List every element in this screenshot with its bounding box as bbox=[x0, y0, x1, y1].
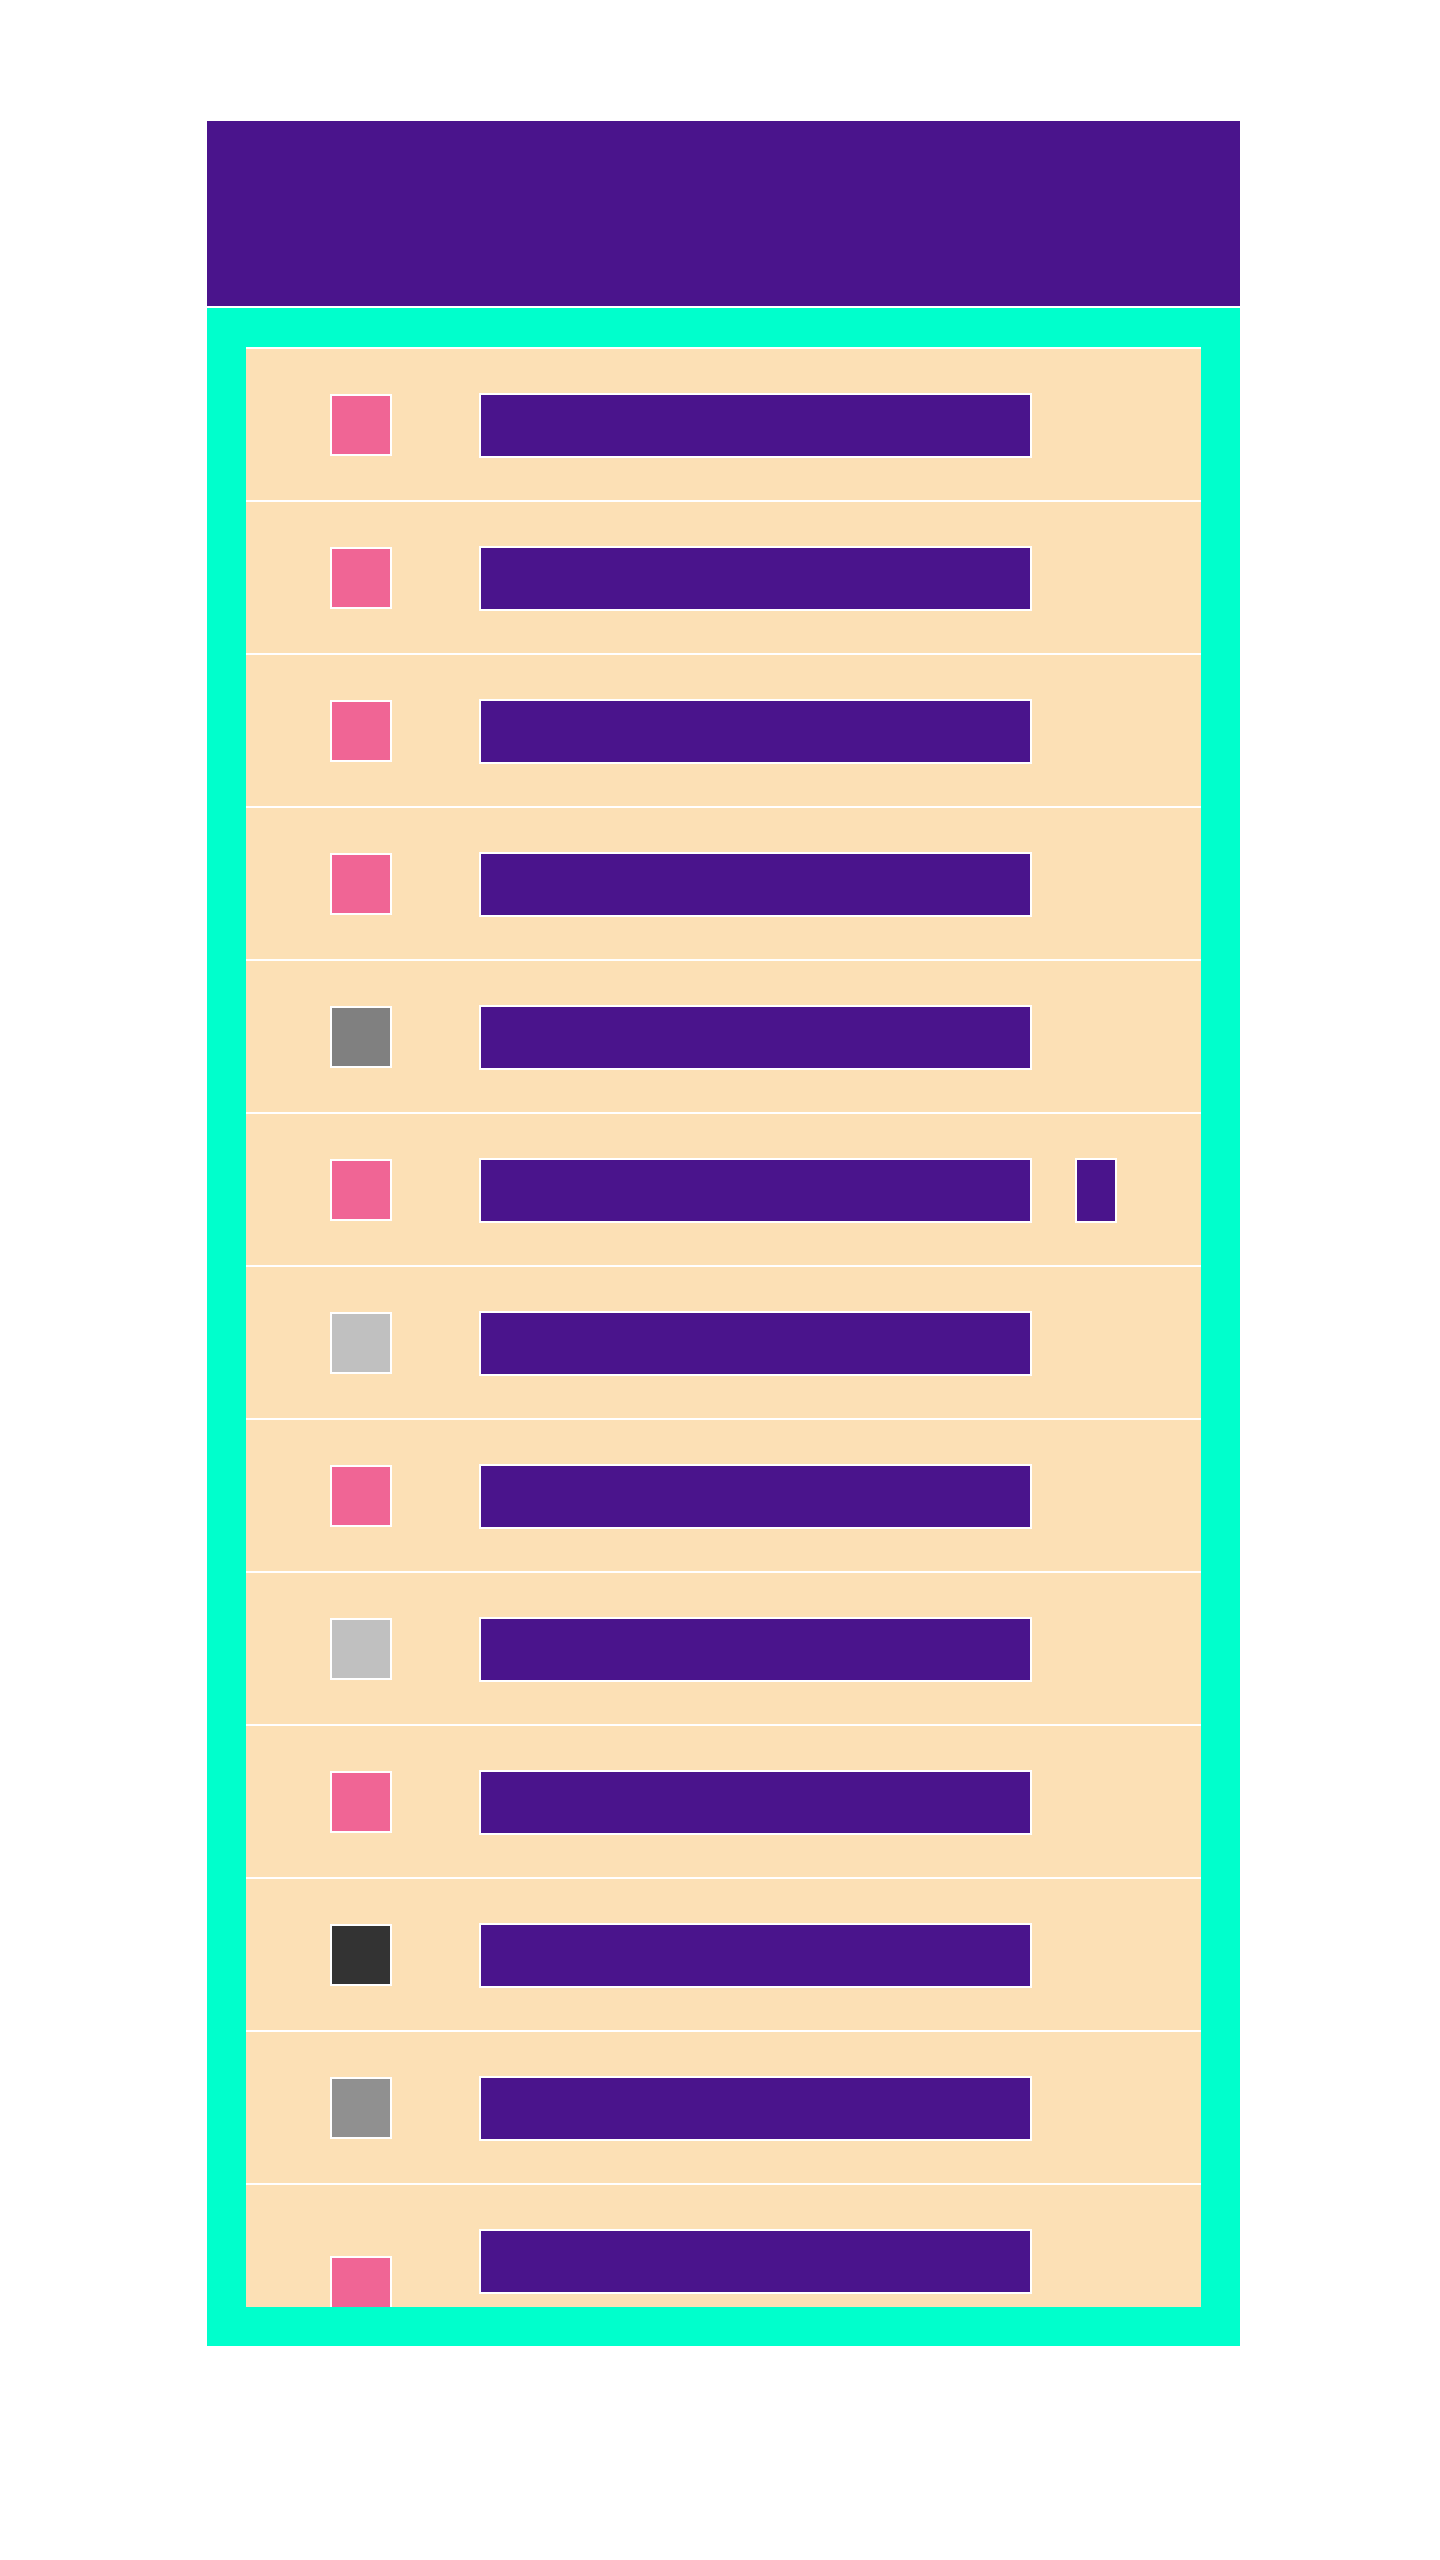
status-square-icon bbox=[330, 853, 392, 915]
list-item[interactable] bbox=[246, 2185, 1201, 2307]
list-item[interactable] bbox=[246, 808, 1201, 959]
status-square-icon bbox=[330, 2256, 392, 2307]
status-square-icon bbox=[330, 1465, 392, 1527]
list-item[interactable] bbox=[246, 349, 1201, 500]
list-item[interactable] bbox=[246, 1114, 1201, 1265]
status-square-icon bbox=[330, 700, 392, 762]
item-list[interactable] bbox=[246, 347, 1201, 2307]
list-frame bbox=[207, 308, 1240, 2346]
status-square-icon bbox=[330, 2077, 392, 2139]
list-item[interactable] bbox=[246, 1267, 1201, 1418]
list-item[interactable] bbox=[246, 1420, 1201, 1571]
status-square-icon bbox=[330, 1312, 392, 1374]
list-item-label bbox=[479, 546, 1032, 611]
list-item-label bbox=[479, 1464, 1032, 1529]
list-item[interactable] bbox=[246, 961, 1201, 1112]
status-square-icon bbox=[330, 1159, 392, 1221]
status-square-icon bbox=[330, 1771, 392, 1833]
list-item[interactable] bbox=[246, 1879, 1201, 2030]
list-item-label bbox=[479, 393, 1032, 458]
list-item-label bbox=[479, 852, 1032, 917]
status-square-icon bbox=[330, 1924, 392, 1986]
row-badge bbox=[1075, 1158, 1117, 1223]
status-square-icon bbox=[330, 547, 392, 609]
list-item-label bbox=[479, 2076, 1032, 2141]
list-item[interactable] bbox=[246, 1573, 1201, 1724]
list-item-label bbox=[479, 1311, 1032, 1376]
app-header bbox=[207, 121, 1240, 306]
list-item-label bbox=[479, 1005, 1032, 1070]
list-item[interactable] bbox=[246, 502, 1201, 653]
list-item[interactable] bbox=[246, 1726, 1201, 1877]
list-item[interactable] bbox=[246, 2032, 1201, 2183]
status-square-icon bbox=[330, 1006, 392, 1068]
list-item-label bbox=[479, 1923, 1032, 1988]
status-square-icon bbox=[330, 394, 392, 456]
list-item-label bbox=[479, 1617, 1032, 1682]
list-item-label bbox=[479, 699, 1032, 764]
app-window bbox=[207, 121, 1240, 2346]
list-item-label bbox=[479, 1770, 1032, 1835]
list-item-label bbox=[479, 1158, 1032, 1223]
status-square-icon bbox=[330, 1618, 392, 1680]
list-item-label bbox=[479, 2229, 1032, 2294]
list-item[interactable] bbox=[246, 655, 1201, 806]
